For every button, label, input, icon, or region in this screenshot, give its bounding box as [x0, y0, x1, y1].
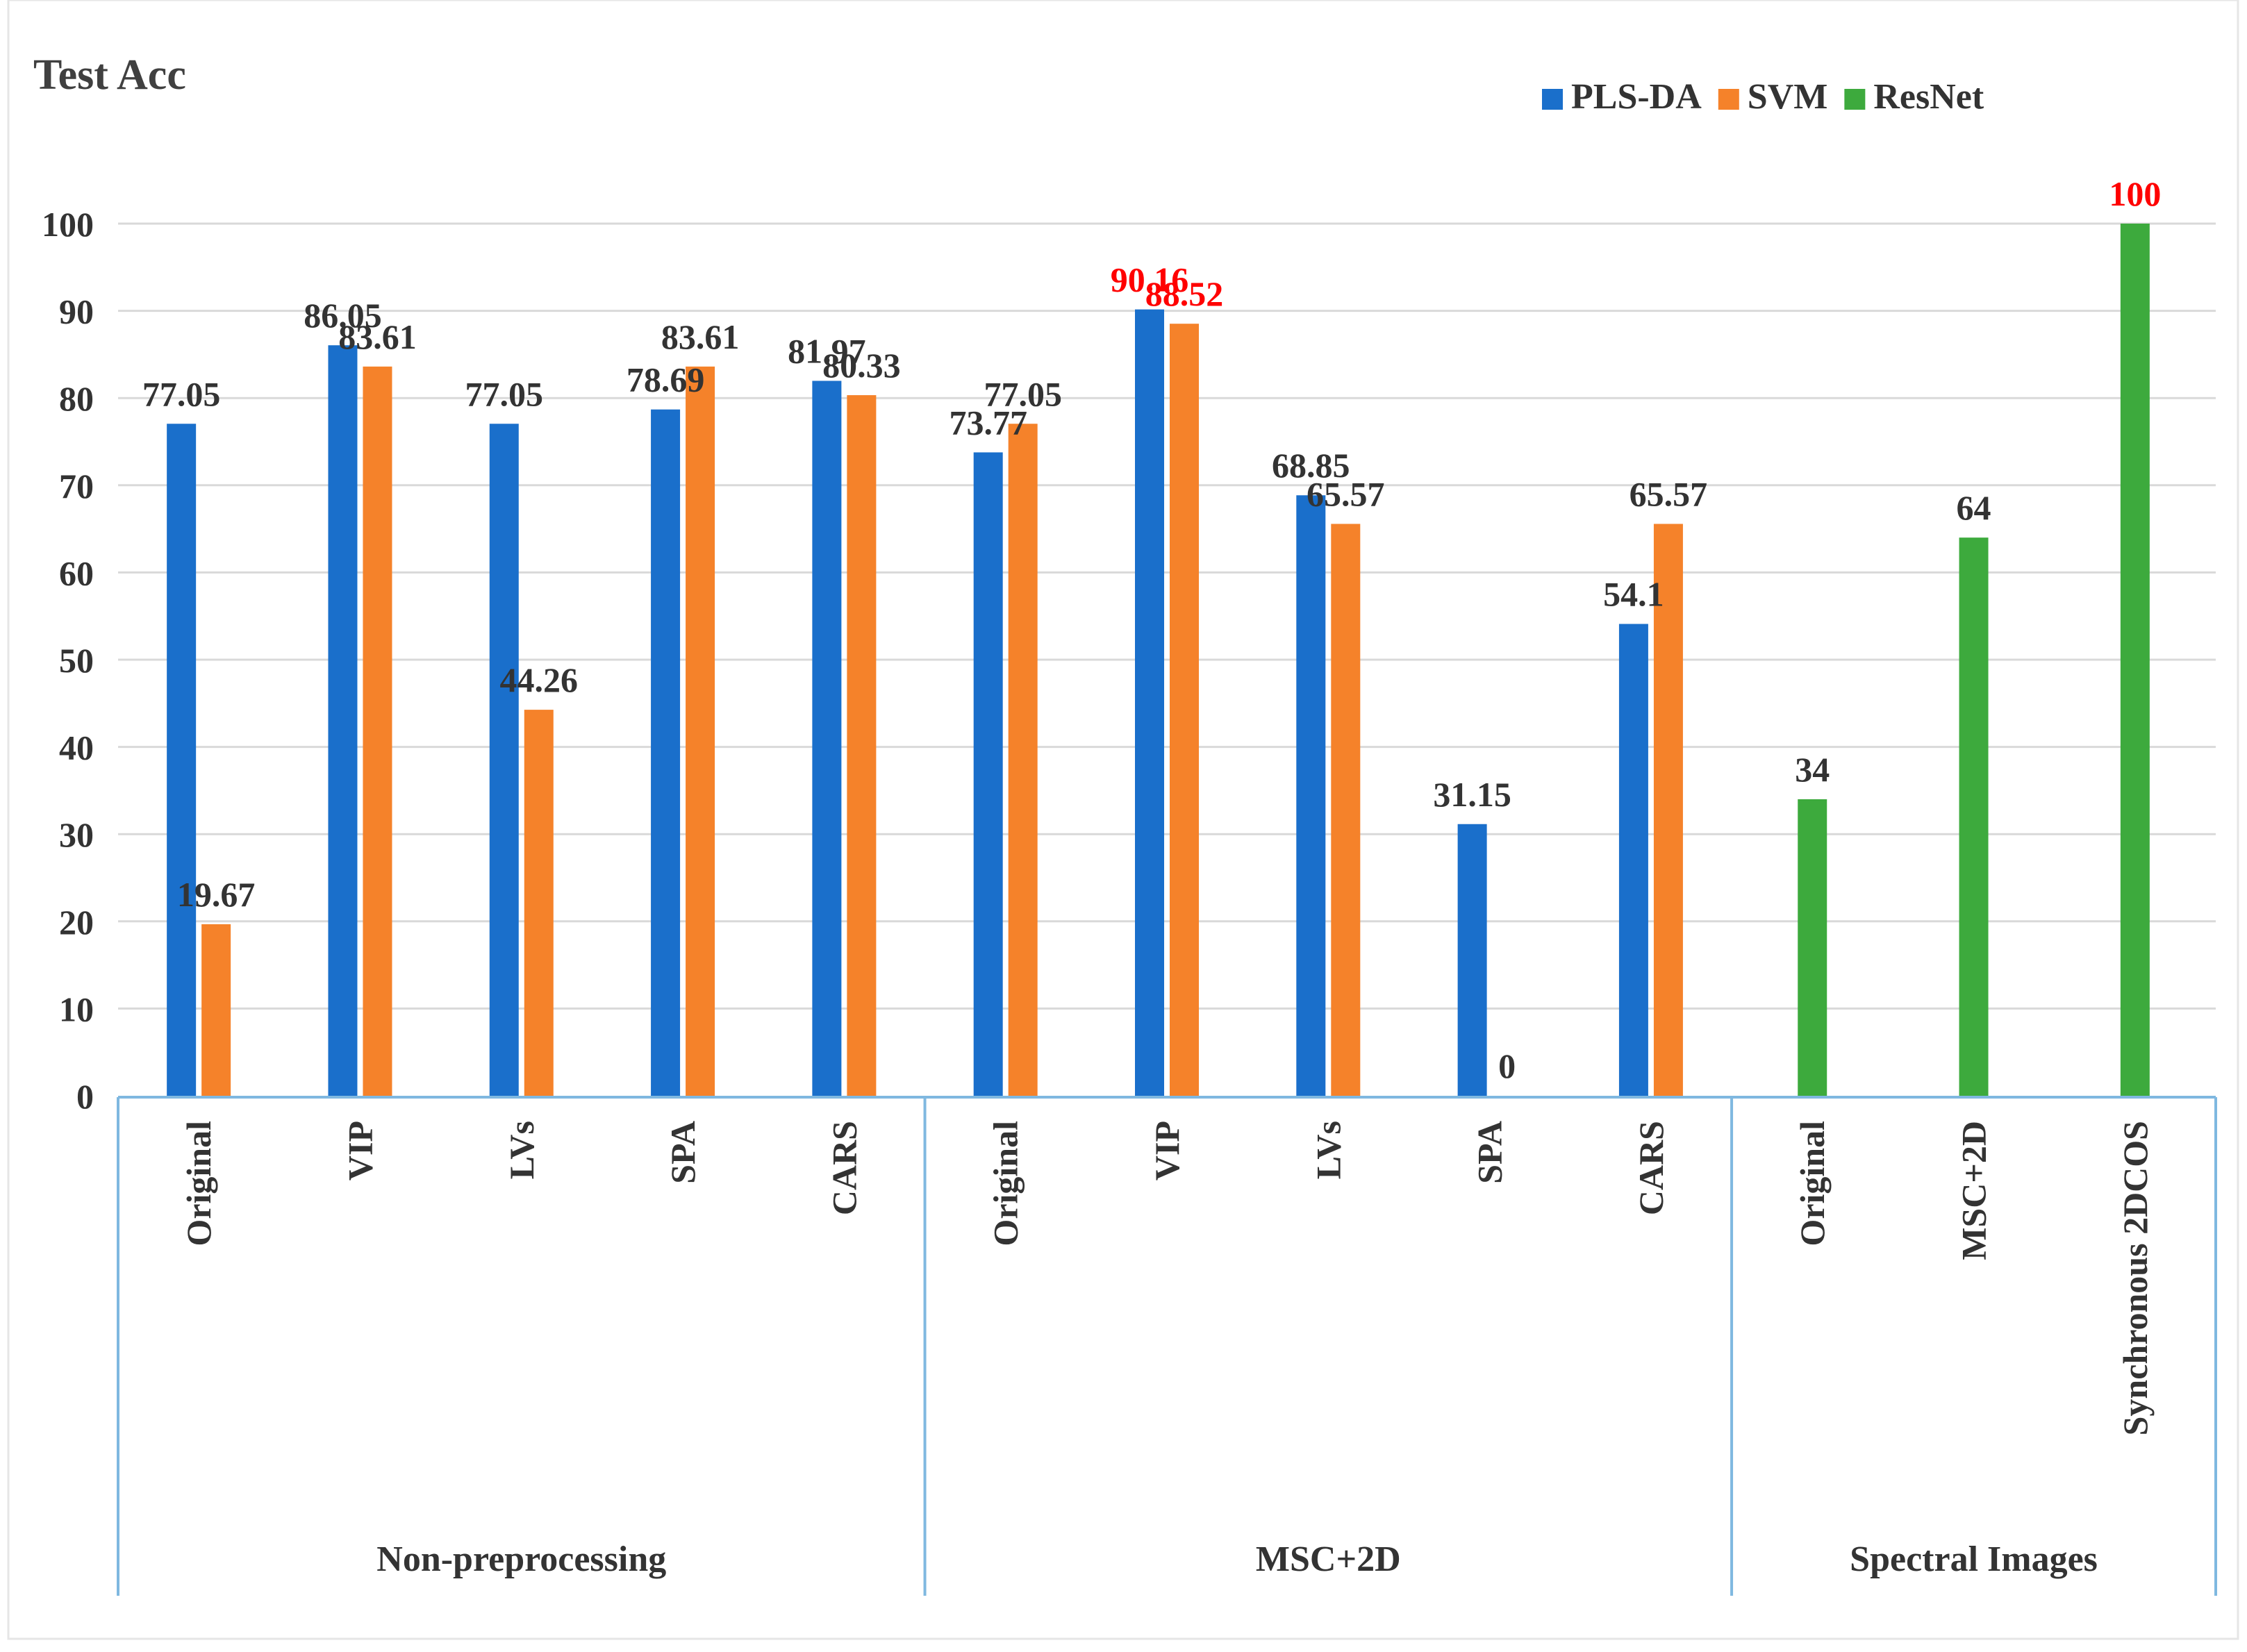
data-label: 65.57 — [1630, 474, 1708, 513]
bar-pls-da-non-preprocessing-lvs — [489, 424, 519, 1096]
x-tick-label: VIP — [1147, 1121, 1186, 1180]
y-tick-label: 90 — [59, 292, 94, 331]
data-label: 77.05 — [465, 374, 544, 413]
x-tick-label: LVs — [502, 1121, 541, 1179]
data-label: 80.33 — [822, 346, 901, 385]
y-tick-label: 30 — [59, 815, 94, 854]
data-label: 77.05 — [984, 374, 1062, 413]
bar-pls-da-non-preprocessing-original — [167, 424, 197, 1096]
data-labels: 77.0519.6786.0583.6177.0544.2678.6983.61… — [142, 174, 2161, 1085]
legend: PLS-DA SVM ResNet — [1542, 77, 1984, 117]
bar-pls-da-non-preprocessing-vip — [328, 345, 358, 1096]
legend-swatch-resnet — [1844, 89, 1866, 110]
bar-resnet-spectral-images-msc-2d — [1959, 537, 1989, 1096]
chart-title: Test Acc — [33, 51, 186, 99]
data-label: 78.69 — [627, 360, 705, 399]
data-label: 65.57 — [1307, 474, 1385, 513]
data-label: 86.05 — [304, 296, 382, 335]
bar-pls-da-non-preprocessing-spa — [651, 409, 681, 1096]
y-tick-label: 60 — [59, 553, 94, 592]
legend-swatch-svm — [1718, 89, 1739, 110]
y-tick-label: 50 — [59, 641, 94, 680]
x-tick-label: VIP — [340, 1121, 379, 1180]
data-label: 88.52 — [1145, 274, 1224, 313]
data-label: 34 — [1795, 750, 1830, 789]
data-label: 90.16 — [1111, 260, 1189, 299]
y-tick-label: 70 — [59, 467, 94, 506]
legend-swatch-pls-da — [1542, 89, 1563, 110]
x-tick-label: CARS — [1632, 1121, 1670, 1215]
data-label: 83.61 — [338, 317, 417, 356]
bar-svm-non-preprocessing-spa — [686, 366, 715, 1096]
x-tick-label: SPA — [1470, 1121, 1509, 1184]
data-label: 54.1 — [1603, 575, 1664, 614]
group-label: MSC+2D — [1256, 1540, 1401, 1579]
legend-label-svm: SVM — [1748, 77, 1828, 117]
bar-svm-non-preprocessing-lvs — [524, 710, 554, 1096]
y-tick-label: 80 — [59, 379, 94, 418]
x-tick-label: Synchronous 2DCOS — [2116, 1121, 2155, 1435]
x-tick-label: CARS — [824, 1121, 863, 1215]
legend-label-resnet: ResNet — [1873, 77, 1984, 117]
data-label: 68.85 — [1272, 446, 1350, 485]
x-tick-label: SPA — [663, 1121, 702, 1184]
bar-svm-msc-2d-vip — [1170, 324, 1199, 1096]
data-label: 64 — [1957, 488, 1991, 527]
bar-pls-da-msc-2d-original — [973, 452, 1003, 1096]
data-label: 19.67 — [177, 875, 256, 914]
data-label: 81.97 — [788, 331, 866, 370]
bar-resnet-spectral-images-original — [1798, 799, 1827, 1096]
data-label: 44.26 — [500, 660, 579, 699]
x-tick-label: Original — [1793, 1121, 1832, 1246]
bar-svm-msc-2d-lvs — [1331, 524, 1361, 1096]
legend-label-pls-da: PLS-DA — [1571, 77, 1702, 117]
bar-resnet-spectral-images-synchronous-2dcos — [2120, 224, 2150, 1096]
bar-pls-da-msc-2d-vip — [1135, 309, 1164, 1096]
bar-pls-da-msc-2d-spa — [1457, 824, 1487, 1096]
bar-svm-msc-2d-cars — [1653, 524, 1683, 1096]
y-tick-label: 40 — [59, 728, 94, 767]
y-tick-label: 20 — [59, 903, 94, 942]
data-label: 83.61 — [661, 317, 740, 356]
gridlines — [118, 222, 2216, 1010]
data-label: 77.05 — [142, 374, 221, 413]
data-label: 0 — [1498, 1046, 1516, 1085]
bar-svm-msc-2d-original — [1008, 424, 1038, 1096]
x-tick-label: MSC+2D — [1955, 1121, 1993, 1260]
y-tick-label: 100 — [42, 205, 94, 244]
bars — [167, 224, 2150, 1096]
bar-pls-da-msc-2d-cars — [1618, 624, 1648, 1096]
group-label: Non-preprocessing — [376, 1540, 666, 1579]
bar-svm-non-preprocessing-original — [201, 924, 231, 1096]
x-tick-label: LVs — [1309, 1121, 1348, 1179]
bar-pls-da-non-preprocessing-cars — [812, 381, 842, 1096]
bar-svm-non-preprocessing-vip — [363, 366, 392, 1096]
data-label: 31.15 — [1433, 775, 1511, 814]
bar-pls-da-msc-2d-lvs — [1296, 495, 1326, 1096]
x-tick-label: Original — [179, 1121, 218, 1246]
group-label: Spectral Images — [1850, 1540, 2098, 1579]
y-tick-label: 0 — [76, 1077, 94, 1116]
bar-svm-non-preprocessing-cars — [847, 395, 877, 1096]
x-axis: Original VIP LVs SPA CARS Original VIP LVs SPA CA… — [117, 1096, 2217, 1596]
data-label: 73.77 — [949, 403, 1027, 442]
data-label: 100 — [2109, 174, 2161, 213]
x-tick-label: Original — [986, 1121, 1025, 1246]
y-axis: 0 10 20 30 40 50 60 70 80 90 100 — [42, 205, 94, 1116]
y-tick-label: 10 — [59, 990, 94, 1028]
